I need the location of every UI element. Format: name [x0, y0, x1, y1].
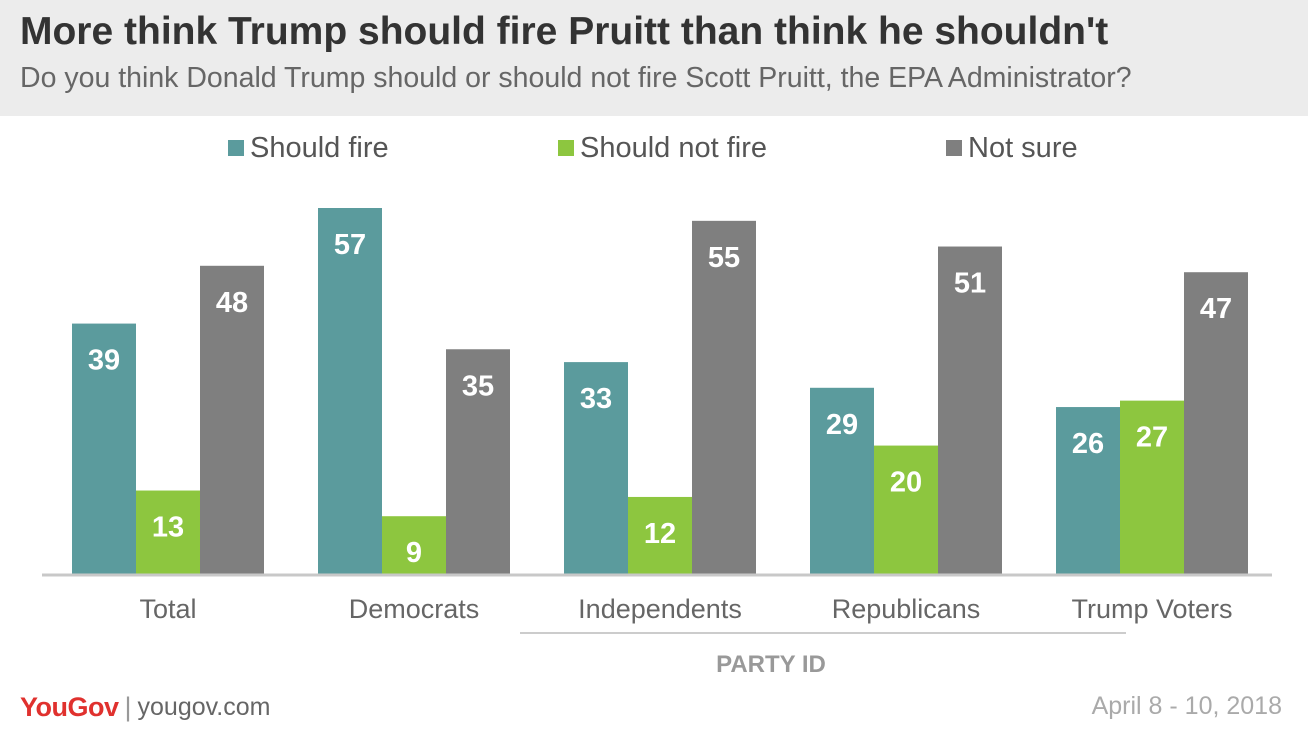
bar-value-republicans-should-not-fire: 20	[890, 467, 922, 499]
bar-value-independents-should-fire: 33	[580, 383, 612, 415]
chart-title: More think Trump should fire Pruitt than…	[20, 10, 1109, 53]
brand-name: YouGov	[20, 692, 119, 722]
bar-total-should-not-fire	[136, 490, 200, 574]
legend-label-should-not-fire: Should not fire	[580, 131, 768, 164]
bar-republicans-should-fire	[810, 387, 874, 574]
bar-value-independents-should-not-fire: 12	[644, 518, 676, 550]
bar-value-trump-voters-should-fire: 26	[1072, 428, 1104, 460]
chart-subtitle: Do you think Donald Trump should or shou…	[20, 62, 1132, 94]
legend-swatch-should-not-fire	[558, 140, 574, 156]
bar-republicans-not-sure	[938, 246, 1002, 575]
bar-independents-not-sure	[692, 220, 756, 574]
survey-date: April 8 - 10, 2018	[1091, 692, 1282, 720]
legend-swatch-should-fire	[228, 140, 244, 156]
bar-value-trump-voters-not-sure: 47	[1200, 293, 1232, 325]
bar-value-total-not-sure: 48	[216, 287, 248, 319]
chart-header: More think Trump should fire Pruitt than…	[0, 0, 1308, 116]
bar-trump-voters-should-not-fire	[1120, 400, 1184, 574]
legend-label-not-sure: Not sure	[968, 131, 1078, 164]
bar-total-should-fire	[72, 323, 136, 574]
bar-democrats-should-not-fire	[382, 516, 446, 574]
bar-value-republicans-should-fire: 29	[826, 409, 858, 441]
bar-democrats-should-fire	[318, 208, 382, 574]
legend-swatch-not-sure	[946, 140, 962, 156]
bar-value-republicans-not-sure: 51	[954, 268, 986, 300]
group-label-party-id: PARTY ID	[716, 651, 826, 678]
logo-separator: |	[124, 692, 132, 722]
bar-value-democrats-should-not-fire: 9	[406, 537, 422, 569]
category-label: Trump Voters	[1071, 594, 1232, 624]
legend-item-not-sure: Not sure	[946, 128, 1078, 168]
source-url: yougov.com	[137, 693, 271, 721]
bar-chart: 39 13 48 Total 57 9 35 Democrats 33 12 55 Independe…	[42, 208, 1272, 678]
bar-total-not-sure	[200, 265, 264, 574]
bar-value-democrats-not-sure: 35	[462, 370, 494, 402]
legend-item-should-fire: Should fire	[228, 128, 389, 168]
category-label: Democrats	[349, 594, 480, 624]
legend-item-should-not-fire: Should not fire	[558, 128, 767, 168]
category-label: Total	[139, 594, 196, 624]
bar-value-trump-voters-should-not-fire: 27	[1136, 422, 1168, 454]
bar-independents-should-not-fire	[628, 496, 692, 574]
bar-value-total-should-fire: 39	[88, 345, 120, 377]
category-label: Independents	[578, 594, 742, 624]
bar-value-democrats-should-fire: 57	[334, 229, 366, 261]
category-label: Republicans	[832, 594, 981, 624]
bar-value-independents-not-sure: 55	[708, 242, 740, 274]
bar-independents-should-fire	[564, 362, 628, 574]
bar-trump-voters-not-sure	[1184, 272, 1248, 574]
yougov-logo: YouGov | yougov.com	[20, 692, 270, 723]
bar-democrats-not-sure	[446, 349, 510, 574]
bar-value-total-should-not-fire: 13	[152, 512, 184, 544]
chart-legend: Should fire Should not fire Not sure	[0, 128, 1308, 168]
legend-label-should-fire: Should fire	[250, 131, 389, 164]
bar-republicans-should-not-fire	[874, 445, 938, 574]
bar-trump-voters-should-fire	[1056, 407, 1120, 574]
